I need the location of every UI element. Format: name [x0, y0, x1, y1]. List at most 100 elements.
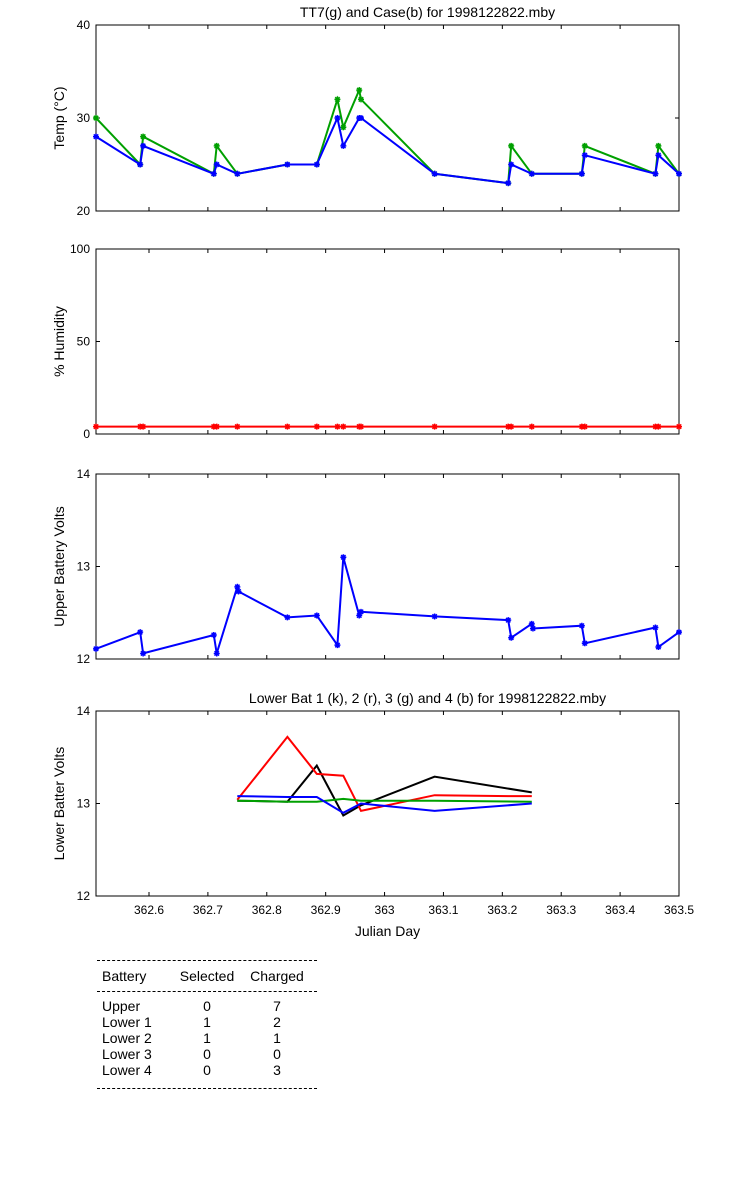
x-tick-label: 363.2	[487, 903, 517, 917]
table-row: Upper 0 7	[97, 998, 317, 1014]
row-battery-name: Lower 1	[102, 1014, 152, 1030]
y-tick-label: 12	[77, 652, 91, 666]
header-charged: Charged	[250, 968, 304, 984]
data-point	[340, 554, 347, 561]
data-point	[334, 115, 341, 121]
header-battery: Battery	[102, 968, 147, 984]
data-point	[578, 622, 585, 629]
x-axis-label: Julian Day	[355, 923, 420, 939]
series-line	[95, 114, 680, 185]
data-point	[284, 614, 291, 621]
data-point	[213, 423, 220, 430]
series-line	[237, 797, 532, 803]
data-point	[655, 152, 662, 159]
table-row: Lower 2 1 1	[97, 1030, 317, 1046]
data-point	[340, 423, 347, 430]
data-point	[93, 133, 99, 140]
row-battery-name: Lower 4	[102, 1062, 152, 1078]
series-line	[95, 557, 680, 655]
data-point	[213, 650, 220, 657]
series-line	[236, 735, 532, 813]
x-tick-label: 362.6	[134, 903, 164, 917]
data-point	[652, 170, 659, 177]
table-row: Lower 3 0 0	[97, 1046, 317, 1062]
data-point	[93, 115, 99, 121]
data-point	[508, 634, 515, 641]
data-point	[340, 124, 347, 131]
row-battery-name: Lower 2	[102, 1030, 152, 1046]
row-selected-value: 0	[203, 1062, 211, 1078]
data-point	[140, 650, 147, 657]
y-axis-label: % Humidity	[51, 306, 67, 377]
data-point	[581, 640, 588, 647]
data-point	[655, 142, 662, 149]
plot-frame	[95, 473, 680, 660]
data-point	[358, 608, 364, 615]
y-tick-label: 0	[83, 427, 90, 441]
table-bottom-divider	[97, 1088, 317, 1089]
data-point	[431, 170, 438, 177]
chart-title: Lower Bat 1 (k), 2 (r), 3 (g) and 4 (b) …	[249, 690, 606, 706]
x-tick-label: 363.4	[605, 903, 635, 917]
x-tick-label: 363.3	[546, 903, 576, 917]
data-point	[234, 170, 241, 177]
row-selected-value: 1	[203, 1014, 211, 1030]
data-point	[213, 161, 220, 168]
data-point	[140, 142, 147, 149]
data-point	[358, 96, 364, 103]
table-row: Lower 4 0 3	[97, 1062, 317, 1078]
y-tick-label: 20	[77, 204, 91, 218]
row-charged-value: 7	[273, 998, 281, 1014]
table-row: Lower 1 1 2	[97, 1014, 317, 1030]
row-charged-value: 1	[273, 1030, 281, 1046]
y-tick-label: 14	[77, 467, 91, 481]
data-point	[137, 161, 144, 168]
plot-frame	[95, 248, 680, 435]
data-point	[93, 423, 99, 430]
data-point	[581, 423, 588, 430]
data-point	[313, 423, 320, 430]
data-point	[655, 423, 662, 430]
row-selected-value: 0	[203, 1046, 211, 1062]
y-tick-label: 14	[77, 704, 91, 718]
data-point	[210, 170, 217, 177]
data-point	[358, 423, 364, 430]
data-point	[508, 423, 515, 430]
y-tick-label: 100	[70, 242, 90, 256]
data-point	[313, 612, 320, 619]
table-header-divider	[97, 991, 317, 992]
data-point	[340, 142, 347, 149]
x-tick-label: 362.8	[252, 903, 282, 917]
row-charged-value: 0	[273, 1046, 281, 1062]
y-tick-label: 13	[77, 560, 91, 574]
y-axis-label: Lower Batter Volts	[51, 747, 67, 861]
data-point	[284, 161, 291, 168]
data-point	[581, 142, 588, 149]
data-point	[234, 583, 241, 590]
data-point	[431, 423, 438, 430]
data-point	[581, 152, 588, 159]
data-point	[508, 142, 515, 149]
y-tick-label: 40	[77, 18, 91, 32]
header-selected: Selected	[179, 968, 235, 984]
data-point	[334, 423, 341, 430]
data-point	[235, 588, 242, 595]
chart-title: TT7(g) and Case(b) for 1998122822.mby	[300, 4, 555, 20]
data-point	[655, 643, 662, 650]
data-point	[508, 161, 515, 168]
y-tick-label: 50	[77, 335, 91, 349]
series-line	[237, 763, 532, 817]
data-point	[529, 625, 536, 632]
data-point	[505, 180, 512, 187]
data-point	[284, 423, 291, 430]
x-tick-label: 363	[375, 903, 395, 917]
row-selected-value: 1	[203, 1030, 211, 1046]
data-point	[356, 87, 363, 94]
data-point	[505, 617, 512, 624]
y-tick-label: 12	[77, 889, 91, 903]
data-point	[676, 629, 682, 636]
y-axis-label: Temp (°C)	[51, 86, 67, 149]
data-point	[528, 423, 535, 430]
data-point	[356, 612, 363, 619]
table-top-divider	[97, 960, 317, 961]
